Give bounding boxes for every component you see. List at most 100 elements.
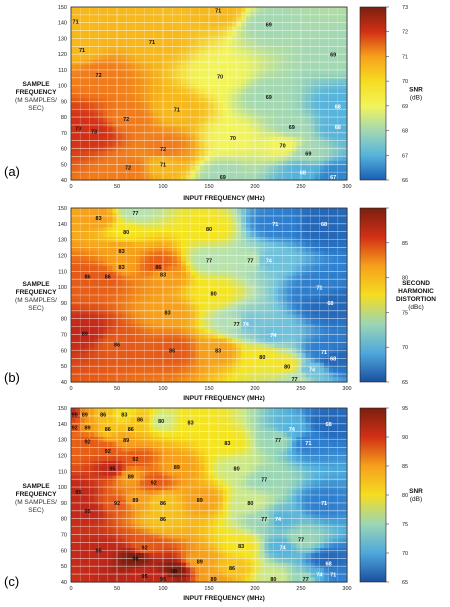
heatmap-cell [314,31,320,37]
heatmap-cell [84,16,90,23]
heatmap-cell [310,7,316,13]
heatmap-cell [80,160,86,167]
heatmap-cell [278,26,284,32]
heatmap-cell [333,343,339,349]
heatmap-cell [190,309,196,315]
heatmap-cell [176,251,182,257]
heatmap-cell [135,79,141,85]
heatmap-cell [333,131,339,138]
heatmap-cell [98,165,104,171]
heatmap-cell [204,103,210,109]
heatmap-cell [71,175,77,181]
heatmap-cell [199,309,205,315]
heatmap-cell [158,217,164,224]
heatmap-cell [121,285,127,291]
heatmap-cell [342,319,348,325]
heatmap-cell [324,285,330,291]
heatmap-cell [319,290,325,296]
contour-label: 71 [215,8,221,14]
heatmap-cell [117,251,123,257]
heatmap-cell [153,304,159,311]
heatmap-cell [268,117,274,123]
heatmap-cell [250,26,256,32]
heatmap-cell [342,55,348,61]
heatmap-cell [149,50,155,56]
heatmap-cell [84,299,90,306]
heatmap-cell [241,74,247,80]
heatmap-cell [333,59,339,66]
heatmap-cell [121,136,127,143]
heatmap-cell [291,266,297,272]
heatmap-cell [107,490,113,496]
heatmap-cell [232,69,238,75]
heatmap-cell [337,333,343,340]
heatmap-cell [121,261,127,267]
heatmap-cell [135,241,141,248]
heatmap-cell [140,372,146,378]
heatmap-cell [278,7,284,13]
heatmap-cell [84,412,90,419]
heatmap-cell [264,146,270,152]
heatmap-cell [98,372,104,378]
heatmap-cell [333,21,339,27]
heatmap-cell [172,217,178,224]
heatmap-cell [218,348,224,354]
heatmap-cell [245,232,251,238]
heatmap-cell [107,151,113,157]
heatmap-cell [342,256,348,262]
heatmap-cell [71,328,77,335]
heatmap-cell [140,74,146,80]
heatmap-cell [282,275,288,282]
heatmap-cell [84,577,90,583]
heatmap-cell [98,362,104,369]
heatmap-cell [319,314,325,320]
heatmap-cell [241,7,247,13]
heatmap-cell [75,504,81,511]
heatmap-cell [296,83,302,90]
heatmap-cell [259,372,265,378]
heatmap-cell [158,232,164,238]
heatmap-cell [98,55,104,61]
heatmap-cell [314,155,320,162]
heatmap-cell [291,64,297,71]
heatmap-cell [328,136,334,143]
heatmap-cell [186,222,192,228]
heatmap-cell [282,31,288,37]
heatmap-cell [163,304,169,311]
heatmap-cell [301,338,307,344]
heatmap-cell [273,280,279,286]
heatmap-cell [232,170,238,176]
heatmap-cell [186,175,192,181]
heatmap-cell [176,117,182,123]
heatmap-cell [195,314,201,320]
heatmap-cell [195,251,201,257]
heatmap-cell [232,59,238,66]
heatmap-cell [75,499,81,506]
heatmap-cell [126,314,132,320]
heatmap-cell [163,227,169,233]
heatmap-cell [94,504,100,511]
heatmap-cell [80,93,86,99]
heatmap-cell [75,427,81,433]
heatmap-cell [278,314,284,320]
heatmap-cell [337,83,343,90]
heatmap-cell [236,88,242,95]
heatmap-cell [98,69,104,75]
heatmap-cell [172,26,178,32]
heatmap-cell [296,79,302,85]
heatmap-cell [227,16,233,23]
y-tick-label: 60 [61,348,67,354]
heatmap-cell [190,160,196,167]
heatmap-cell [328,299,334,306]
heatmap-cell [176,59,182,66]
heatmap-cell [319,343,325,349]
heatmap-cell [80,466,86,472]
y-tick-label: 150 [58,206,67,212]
heatmap-cell [310,55,316,61]
heatmap-cell [273,112,279,119]
heatmap-cell [144,55,150,61]
heatmap-cell [296,246,302,253]
heatmap-cell [167,55,173,61]
heatmap-cell [319,232,325,238]
heatmap-cell [75,417,81,424]
